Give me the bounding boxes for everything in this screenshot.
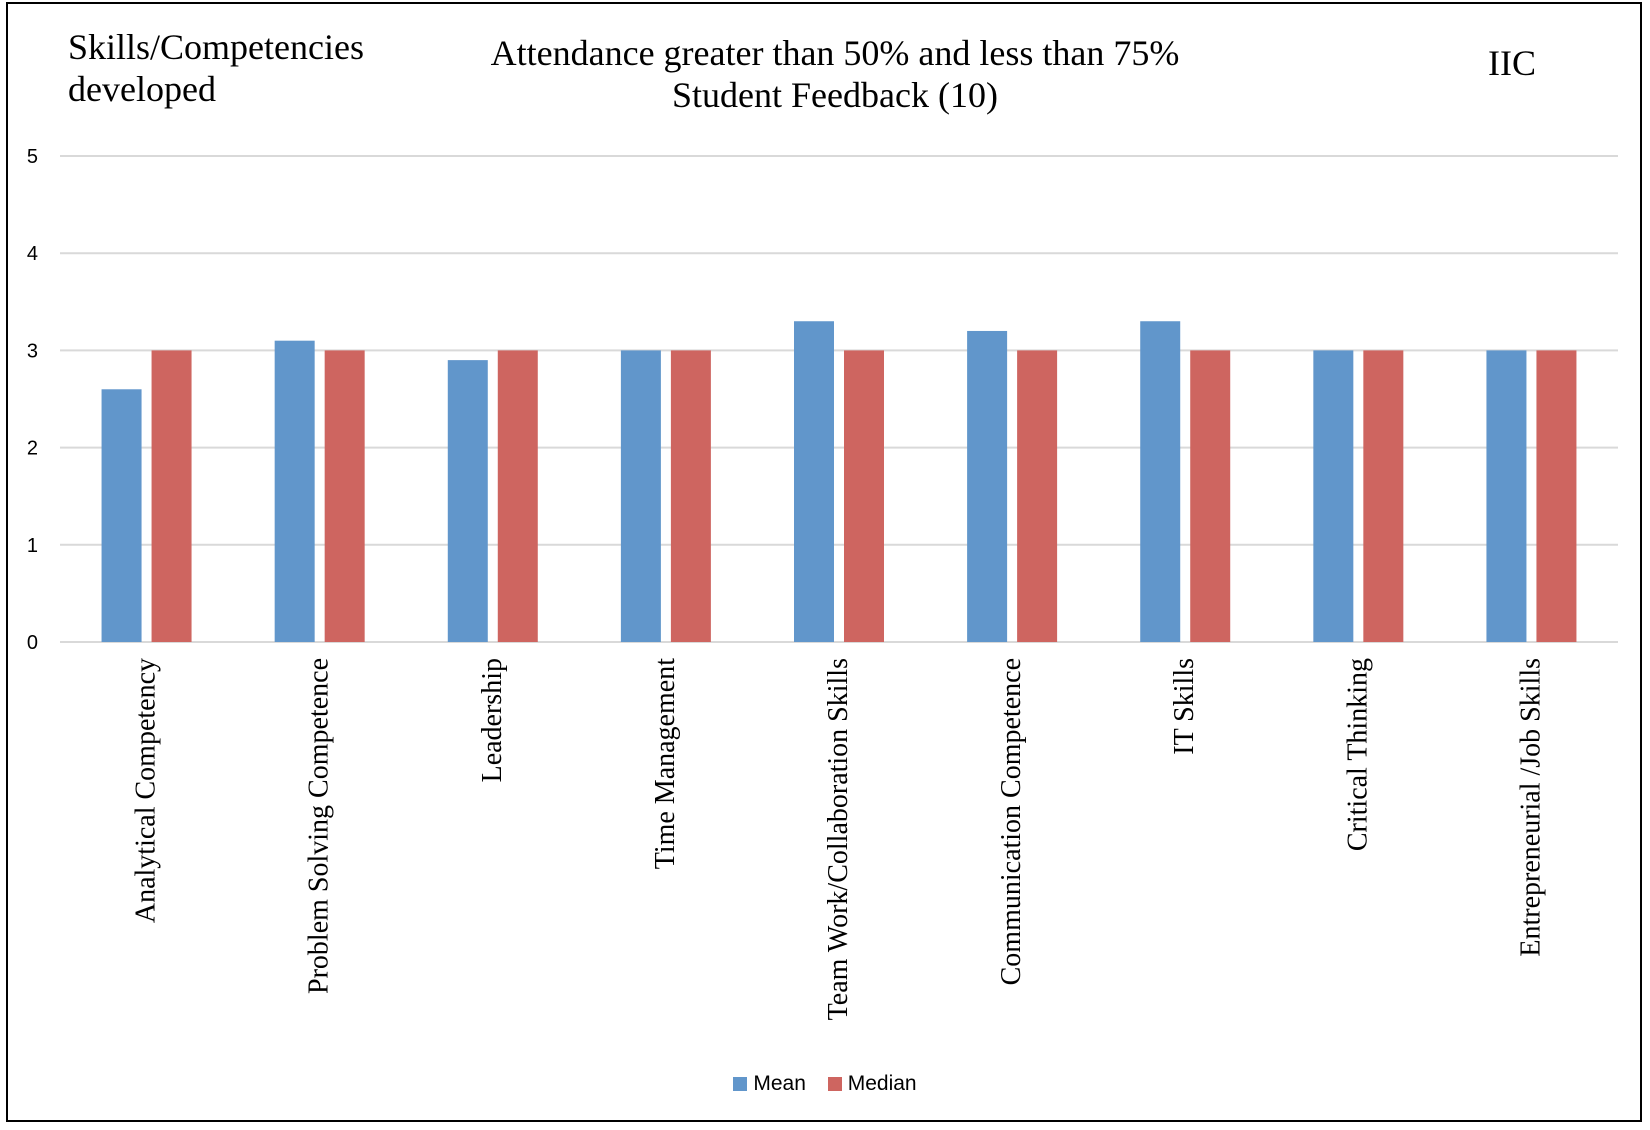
x-axis-labels: Analytical Competency Problem Solving Com… [131,658,1547,1021]
chart-title-line-1: Attendance greater than 50% and less tha… [490,33,1180,73]
corner-title-right: IIC [1488,43,1536,83]
y-tick-label: 2 [27,438,38,460]
x-tick-label: Leadership [477,658,508,782]
gridlines [60,155,1618,643]
bar-mean [1313,350,1354,642]
bar-mean [967,330,1008,642]
bar-median [1363,350,1404,642]
y-axis-ticks: 0 1 2 3 4 5 [27,146,38,654]
legend-item-mean: Mean [733,1072,806,1096]
y-tick-label: 1 [27,535,38,557]
bar-median [151,350,192,642]
bar-mean [1140,321,1181,642]
bar-median [1017,350,1058,642]
bar-mean [794,321,834,642]
legend-label-mean: Mean [753,1072,806,1095]
y-tick-label: 3 [27,340,38,362]
x-tick-label: Problem Solving Competence [304,658,335,994]
x-tick-label: Communication Competence [996,658,1027,985]
bar-mean [101,389,142,642]
legend-swatch-median [827,1077,842,1091]
bar-median [844,350,884,642]
chart-title-line-2: Student Feedback (10) [672,75,998,115]
bar-median [497,350,538,642]
legend: Mean Median [0,1072,1650,1097]
bar-mean [1486,350,1527,642]
y-tick-label: 4 [27,243,38,265]
bars [101,321,1577,642]
x-tick-label: Time Management [650,658,681,869]
bar-mean [620,350,661,642]
bar-median [324,350,365,642]
bar-mean [447,360,488,642]
x-tick-label: Critical Thinking [1342,658,1373,851]
legend-swatch-mean [733,1077,748,1091]
legend-label-median: Median [847,1072,917,1095]
bar-median [1536,350,1577,642]
legend-item-median: Median [827,1072,917,1096]
bar-median [1190,350,1231,642]
bar-median [670,350,711,642]
x-tick-label: Entrepreneurial /Job Skills [1515,658,1546,957]
bar-mean [274,340,315,642]
x-tick-label: Team Work/Collaboration Skills [823,658,854,1020]
y-tick-label: 0 [27,632,38,654]
y-tick-label: 5 [27,146,38,168]
x-tick-label: Analytical Competency [131,658,162,923]
chart-title: Attendance greater than 50% and less tha… [420,32,1250,116]
x-tick-label: IT Skills [1169,658,1200,755]
corner-title-left: Skills/Competencies developed [68,27,364,109]
